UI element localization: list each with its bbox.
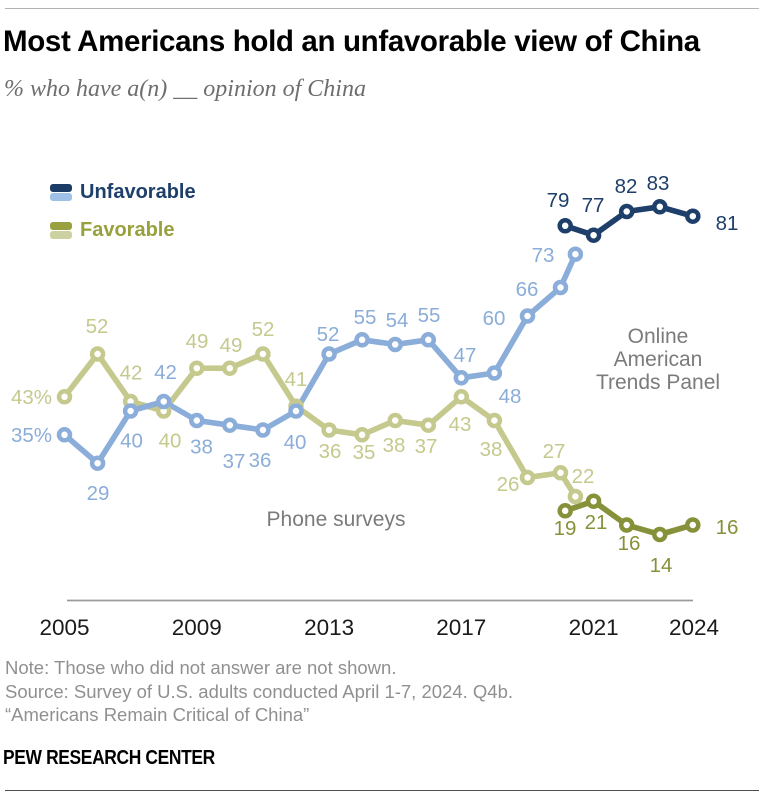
svg-text:42: 42 [154,361,177,384]
svg-text:Online: Online [628,325,689,348]
svg-text:52: 52 [86,315,109,338]
svg-text:43: 43 [449,413,472,436]
svg-text:82: 82 [615,175,638,198]
svg-text:38: 38 [383,434,406,457]
svg-text:38: 38 [480,438,503,461]
svg-text:37: 37 [415,435,438,458]
svg-text:52: 52 [317,323,340,346]
svg-text:40: 40 [284,431,307,454]
svg-text:49: 49 [186,330,209,353]
svg-text:Trends Panel: Trends Panel [596,371,720,394]
svg-text:60: 60 [483,307,506,330]
svg-text:66: 66 [516,278,539,301]
svg-text:48: 48 [499,385,522,408]
svg-text:36: 36 [319,440,342,463]
svg-text:36: 36 [249,449,272,472]
svg-text:16: 16 [716,516,739,539]
svg-text:38: 38 [190,436,213,459]
svg-text:52: 52 [252,318,275,341]
svg-text:47: 47 [454,344,477,367]
svg-text:41: 41 [285,368,308,391]
svg-text:55: 55 [418,304,441,327]
svg-text:22: 22 [572,465,595,488]
svg-text:14: 14 [650,554,673,577]
svg-text:27: 27 [543,440,566,463]
svg-text:2009: 2009 [172,615,222,640]
svg-text:73: 73 [532,244,555,267]
svg-text:35: 35 [353,441,376,464]
svg-text:42: 42 [120,362,143,385]
svg-text:American: American [614,348,703,371]
svg-text:16: 16 [618,532,641,555]
svg-text:19: 19 [554,517,577,540]
svg-text:2013: 2013 [304,615,354,640]
svg-text:77: 77 [582,194,605,217]
svg-text:35%: 35% [11,424,52,447]
svg-text:2005: 2005 [39,615,89,640]
svg-text:49: 49 [220,334,243,357]
svg-text:Phone surveys: Phone surveys [267,508,406,531]
svg-text:54: 54 [386,309,409,332]
svg-text:2021: 2021 [569,615,619,640]
svg-text:2017: 2017 [436,615,486,640]
svg-text:21: 21 [585,511,608,534]
svg-text:2024: 2024 [669,615,719,640]
svg-text:55: 55 [354,306,377,329]
svg-text:40: 40 [120,430,143,453]
svg-text:29: 29 [87,482,110,505]
svg-text:40: 40 [159,430,182,453]
svg-text:26: 26 [497,473,520,496]
svg-text:83: 83 [647,172,670,195]
svg-text:79: 79 [547,189,570,212]
svg-text:43%: 43% [11,386,52,409]
svg-text:81: 81 [716,212,739,235]
svg-text:37: 37 [223,450,246,473]
